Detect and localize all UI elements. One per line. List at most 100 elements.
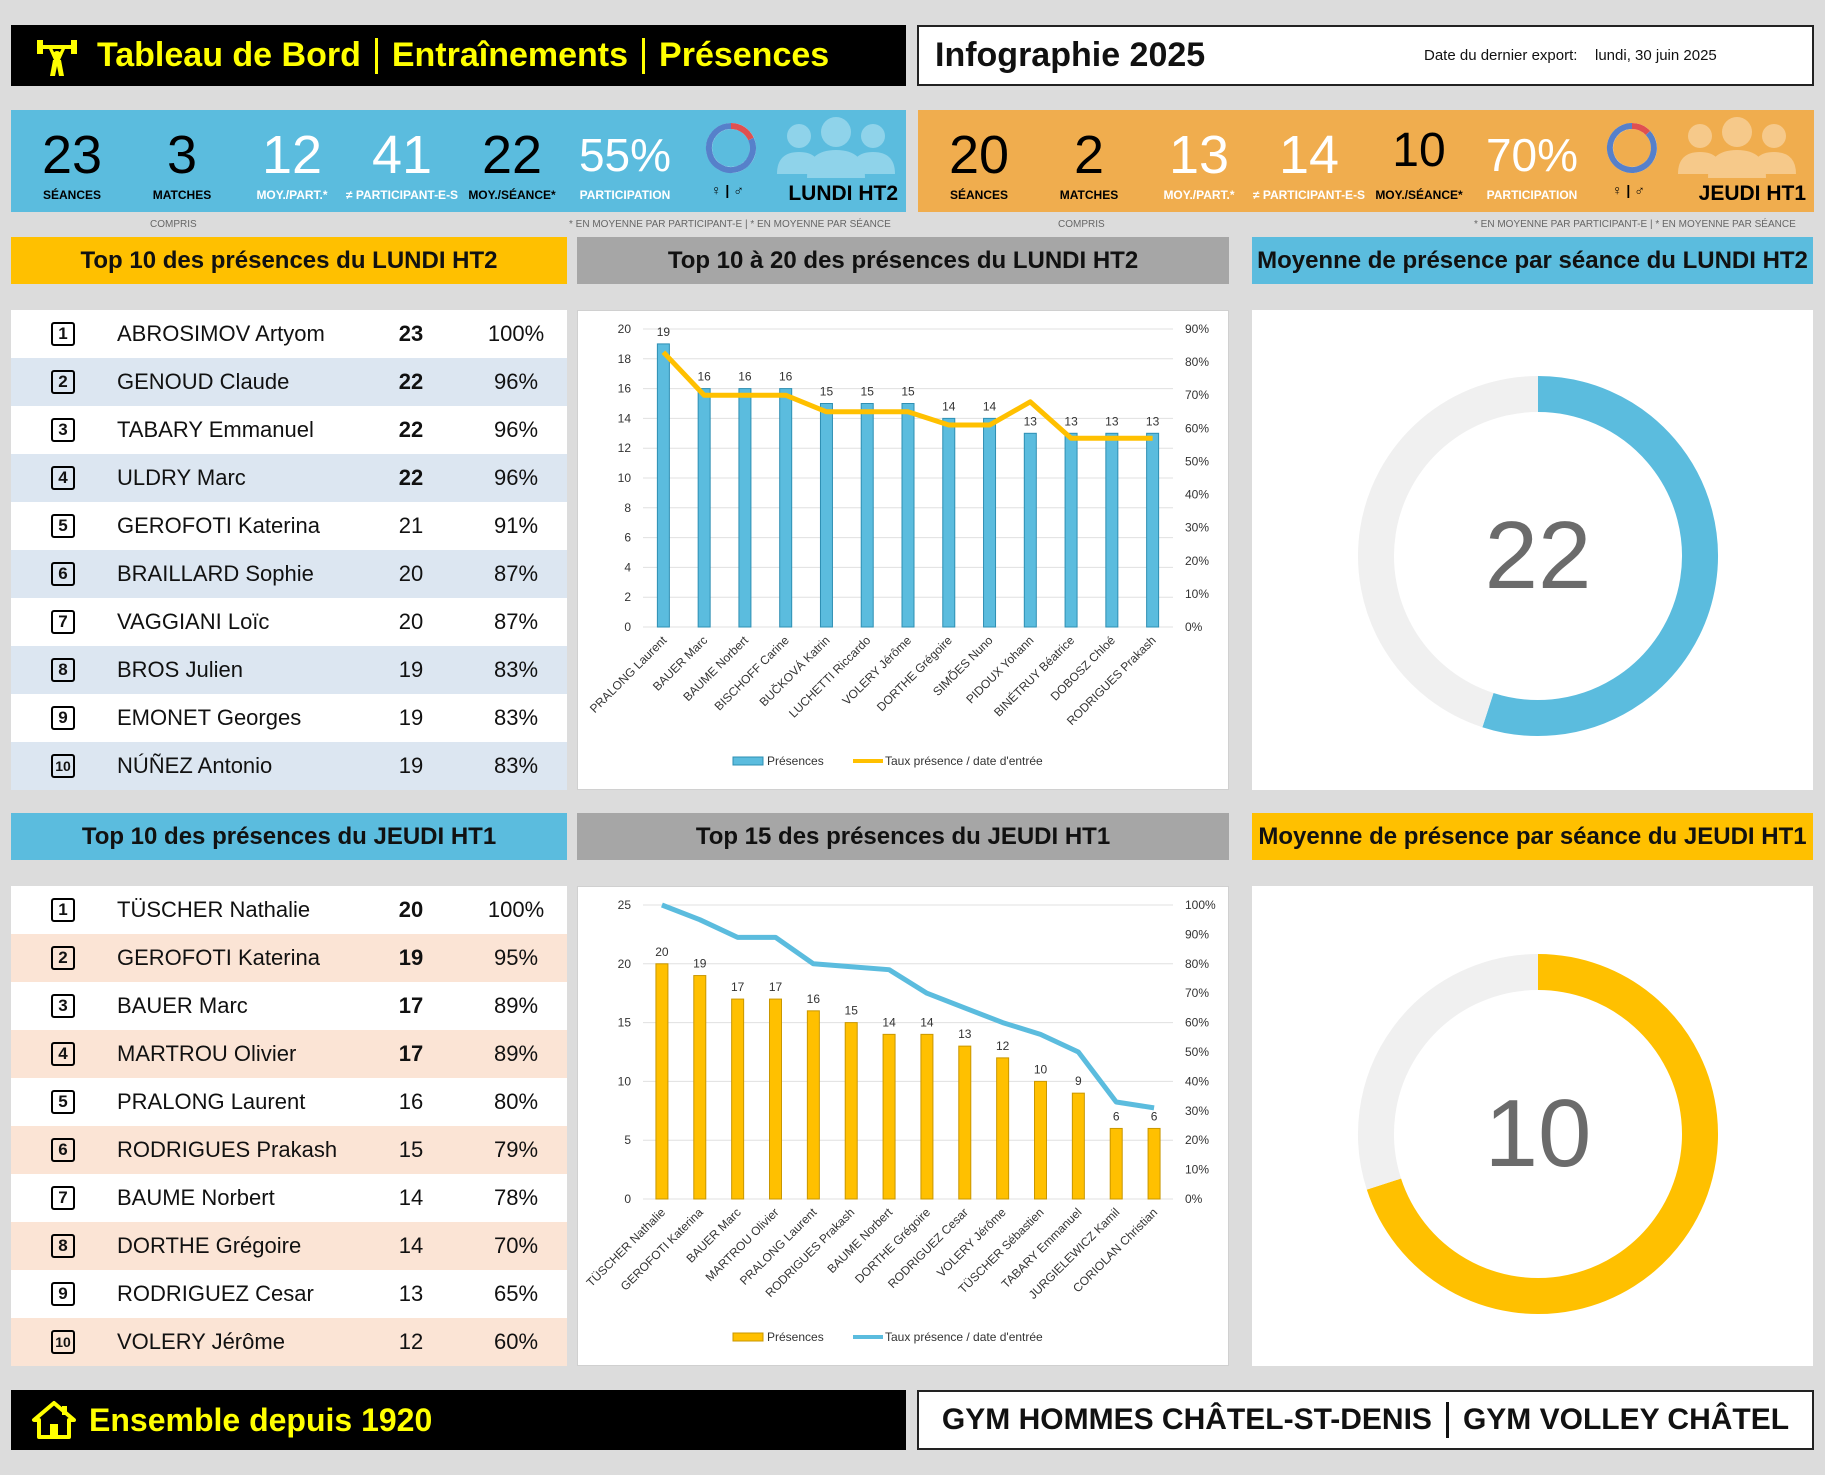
bar [1071,1092,1085,1200]
participant-name: TABARY Emmanuel [117,417,314,442]
bar [731,998,745,1200]
table-row: 2 GEROFOTI Katerina 19 95% [11,934,567,982]
lundi-matches-label: MATCHES [152,188,212,202]
participant-name: MARTROU Olivier [117,1041,297,1066]
attendance-percent: 96% [493,417,539,442]
attendance-percent: 87% [493,561,539,586]
table-row: 10 VOLERY Jérôme 12 60% [11,1318,567,1366]
x-tick-label: BISCHOFF Carine [712,633,792,713]
y-tick-label: 25 [618,898,632,912]
attendance-percent: 89% [493,1041,539,1066]
table-row: 5 GEROFOTI Katerina 21 91% [11,502,567,550]
top10-jeudi-table: 1 TÜSCHER Nathalie 20 100% 2 GEROFOTI Katerin… [11,886,567,1366]
donut-jeudi-panel: 10 [1252,886,1813,1366]
participant-name: VAGGIANI Loïc [117,609,270,634]
lundi-gender-label: ♀ | ♂ [711,182,744,198]
table-row: 2 GENOUD Claude 22 96% [11,358,567,406]
x-tick-label: VOLERY Jérôme [934,1205,1009,1280]
weightlifter-icon [37,39,77,76]
lundi-footnote: * EN MOYENNE PAR PARTICIPANT-E | * EN MO… [569,219,891,230]
rank-number: 8 [51,658,75,682]
y-tick-label: 6 [624,531,631,545]
x-tick-label: BUČKOVÁ Katrin [756,633,833,710]
rank-number: 8 [51,1234,75,1258]
attendance-percent: 83% [493,657,539,682]
y2-tick-label: 0% [1185,620,1203,634]
legend-label: Présences [767,754,824,768]
participant-name: RODRIGUES Prakash [117,1137,338,1162]
donut-lundi-panel: 22 [1252,310,1813,790]
y2-tick-label: 30% [1185,1104,1209,1118]
y2-tick-label: 50% [1185,454,1209,468]
lundi-participants: 41 [371,125,433,185]
table-row: 7 VAGGIANI Loïc 20 87% [11,598,567,646]
bar [769,998,782,1200]
jeudi-matches-label: MATCHES [1059,188,1119,202]
lundi-stats-bar: 23 SÉANCES 3 MATCHES 12 MOY./PART.* 41 ≠… [11,110,906,212]
y-tick-label: 14 [618,411,632,425]
bar-data-label: 15 [901,385,915,399]
bar-data-label: 19 [657,325,671,339]
lundi-participation-label: PARTICIPATION [579,188,671,202]
attendance-percent: 79% [493,1137,539,1162]
table-row: 8 BROS Julien 19 83% [11,646,567,694]
lundi-participation: 55% [578,129,672,181]
jeudi-seances: 20 [948,125,1010,185]
participant-name: GEROFOTI Katerina [117,945,320,970]
y2-tick-label: 0% [1185,1192,1203,1206]
section-top10-lundi: Top 10 des présences du LUNDI HT2 [11,237,567,284]
rank-number: 7 [51,1186,75,1210]
jeudi-participation: 70% [1485,129,1579,181]
attendance-percent: 83% [493,753,539,778]
donut-slice [1482,376,1718,736]
rank-number: 4 [51,1042,75,1066]
jeudi-participants-label: ≠ PARTICIPANT-E-S [1252,188,1366,202]
participant-name: BAUER Marc [117,993,248,1018]
table-row: 7 BAUME Norbert 14 78% [11,1174,567,1222]
bar [806,1010,820,1200]
chart-top15-jeudi: 0 5 10 15 20 25 0% 10% 20% 30% 40% 50% 60% 70% 80% 90% 1… [584,898,1216,1344]
attendance-count: 14 [398,1233,424,1258]
lundi-moy-seance-label: MOY./SÉANCE* [468,188,556,202]
bar-data-label: 13 [1064,414,1078,428]
table-row: 6 BRAILLARD Sophie 20 87% [11,550,567,598]
attendance-count: 12 [398,1329,424,1354]
legend-swatch-bar [732,1332,764,1342]
bar-data-label: 14 [983,399,997,413]
gender-ring-icon [705,122,756,173]
house-icon [32,1401,76,1439]
legend-label: Taux présence / date d'entrée [885,1330,1043,1344]
participant-name: BROS Julien [117,657,243,682]
participant-name: DORTHE Grégoire [117,1233,302,1258]
table-row: 1 TÜSCHER Nathalie 20 100% [11,886,567,934]
y-tick-label: 15 [618,1016,632,1030]
participant-name: VOLERY Jérôme [117,1329,285,1354]
bar [844,1022,858,1200]
y2-tick-label: 70% [1185,388,1209,402]
y-tick-label: 10 [618,471,632,485]
attendance-count: 19 [398,753,424,778]
attendance-count: 17 [398,993,424,1018]
rank-number: 9 [51,706,75,730]
section-avg-lundi: Moyenne de présence par séance du LUNDI … [1252,237,1813,284]
attendance-count: 20 [398,897,424,922]
legend-label: Taux présence / date d'entrée [885,754,1043,768]
rank-number: 4 [51,466,75,490]
y-tick-label: 5 [624,1133,631,1147]
jeudi-moy-seance-label: MOY./SÉANCE* [1375,188,1463,202]
attendance-percent: 96% [493,465,539,490]
participant-name: EMONET Georges [117,705,302,730]
y-tick-label: 2 [624,590,631,604]
participant-name: NÚÑEZ Antonio [117,753,273,778]
footer-club-2: GYM VOLLEY CHÂTEL [1462,1403,1790,1436]
rank-number: 7 [51,610,75,634]
bar [1146,432,1160,628]
jeudi-matches-sub: COMPRIS [1058,219,1105,230]
bar-data-label: 14 [882,1015,896,1029]
attendance-count: 14 [398,1185,424,1210]
y2-tick-label: 40% [1185,1074,1209,1088]
bar-data-label: 19 [693,957,707,971]
rank-number: 1 [51,898,75,922]
participant-name: PRALONG Laurent [117,1089,306,1114]
rank-number: 5 [51,514,75,538]
